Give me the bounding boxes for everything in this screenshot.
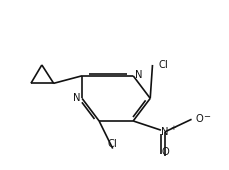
- Text: Cl: Cl: [107, 139, 117, 149]
- Text: O: O: [160, 147, 168, 157]
- Text: Cl: Cl: [158, 60, 167, 70]
- Text: +: +: [170, 125, 176, 131]
- Text: O: O: [195, 114, 202, 124]
- Text: −: −: [202, 112, 209, 121]
- Text: N: N: [134, 70, 142, 80]
- Text: N: N: [161, 127, 168, 137]
- Text: N: N: [72, 93, 80, 103]
